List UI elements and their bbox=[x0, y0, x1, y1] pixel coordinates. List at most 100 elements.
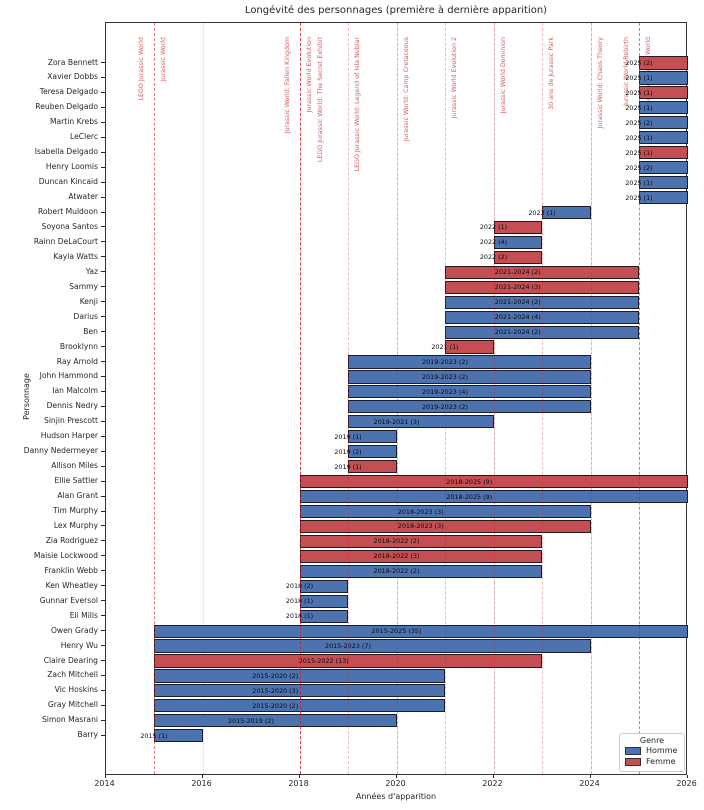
x-tick-label: 2014 bbox=[94, 779, 115, 788]
y-tick-mark bbox=[101, 286, 105, 288]
bar-label: 2019-2023 (2) bbox=[422, 358, 468, 366]
bar-label: 2021-2024 (4) bbox=[494, 313, 541, 322]
bar-label: 2015-2023 (7) bbox=[325, 642, 371, 651]
y-tick-mark bbox=[101, 405, 105, 407]
bar-label: 2022 (2) bbox=[479, 253, 508, 262]
y-axis-name: Kenji bbox=[79, 296, 98, 306]
y-axis-name: Dennis Nedry bbox=[46, 401, 98, 411]
release-label: 10 ans de Jurassic World bbox=[645, 27, 704, 114]
x-tick-mark bbox=[395, 774, 397, 778]
bar-label: 2022 (4) bbox=[479, 238, 508, 247]
x-axis-label: Années d'apparition bbox=[355, 792, 437, 801]
bar-label: 2018-2023 (3) bbox=[397, 507, 444, 516]
gantt-bar bbox=[348, 370, 591, 384]
bar-label: 2021-2024 (2) bbox=[494, 298, 541, 307]
y-tick-mark bbox=[101, 734, 105, 736]
legend-item-label: Femme bbox=[646, 757, 676, 766]
y-tick-mark bbox=[101, 136, 105, 138]
y-axis-name: Maisie Lockwood bbox=[33, 550, 98, 560]
y-axis-name: Xavier Dobbs bbox=[47, 72, 98, 82]
release-line bbox=[493, 23, 495, 774]
y-axis-name: Reuben Delgado bbox=[35, 102, 98, 112]
y-tick-mark bbox=[101, 301, 105, 303]
y-axis-name: Claire Dearing bbox=[43, 655, 98, 665]
legend-item-label: Homme bbox=[646, 746, 678, 755]
bar-label: 2018-2025 (9) bbox=[446, 492, 493, 501]
bar-label: 2018-2022 (2) bbox=[373, 537, 420, 546]
y-axis-name: John Hammond bbox=[39, 371, 98, 381]
y-axis-name: Eli Mills bbox=[69, 610, 98, 620]
y-tick-mark bbox=[101, 450, 105, 452]
y-axis-name: Zia Rodriguez bbox=[45, 535, 98, 545]
bar-label: 2018-2022 (2) bbox=[373, 567, 420, 576]
y-tick-mark bbox=[101, 674, 105, 676]
y-axis-name: Soyona Santos bbox=[41, 221, 98, 231]
bar-label: 2019-2023 (2) bbox=[422, 402, 468, 411]
y-axis-name: Martin Krebs bbox=[49, 117, 98, 127]
x-tick-mark bbox=[104, 774, 106, 778]
bar-label: 2015-2019 (2) bbox=[228, 716, 274, 725]
y-tick-mark bbox=[101, 316, 105, 318]
homme-color-swatch bbox=[625, 746, 641, 755]
gantt-bar bbox=[299, 534, 542, 548]
y-tick-mark bbox=[101, 645, 105, 647]
gantt-bar bbox=[445, 325, 639, 339]
legend: Genre Homme Femme bbox=[619, 733, 685, 772]
y-tick-mark bbox=[101, 555, 105, 557]
release-line bbox=[154, 23, 155, 774]
y-axis-name: Atwater bbox=[68, 192, 98, 202]
bar-label: 2015-2022 (13) bbox=[298, 657, 349, 665]
y-tick-mark bbox=[101, 361, 105, 362]
bar-label: 2019-2023 (2) bbox=[422, 372, 468, 381]
plot-area: LEGO Jurassic World Jurassic World Jurassi… bbox=[104, 22, 688, 775]
x-tick-label: 2024 bbox=[579, 779, 600, 788]
y-tick-mark bbox=[101, 121, 105, 123]
y-tick-mark bbox=[101, 76, 105, 78]
y-axis-name: Zach Mitchell bbox=[47, 670, 98, 680]
gantt-bar bbox=[299, 564, 542, 578]
y-tick-mark bbox=[101, 331, 105, 333]
chart-title: Longévité des personnages (première à de… bbox=[244, 5, 548, 16]
gantt-bar bbox=[445, 340, 494, 354]
y-tick-mark bbox=[101, 241, 105, 243]
x-tick-mark bbox=[492, 774, 494, 778]
bar-label: 2015-2020 (2) bbox=[252, 701, 299, 710]
bar-label: 2021-2024 (2) bbox=[494, 328, 541, 337]
y-axis-name: Ellie Sattler bbox=[54, 476, 98, 486]
gridline bbox=[202, 23, 204, 774]
y-axis-name: Danny Nedermeyer bbox=[23, 446, 98, 456]
y-axis-name: Teresa Delgado bbox=[39, 87, 98, 97]
y-tick-mark bbox=[101, 256, 105, 258]
y-tick-mark bbox=[101, 226, 105, 228]
y-tick-mark bbox=[101, 62, 105, 63]
gantt-bar bbox=[348, 400, 591, 414]
y-tick-mark bbox=[101, 704, 105, 706]
gantt-bar bbox=[299, 549, 542, 563]
y-axis-name: Henry Wu bbox=[60, 640, 98, 650]
legend-item-femme: Femme bbox=[620, 756, 684, 767]
y-axis-name: Henry Loomis bbox=[45, 162, 98, 172]
y-axis-name: Darius bbox=[73, 311, 98, 321]
y-axis-name: Vic Hoskins bbox=[54, 685, 98, 695]
x-tick-label: 2026 bbox=[676, 779, 697, 788]
y-axis-name: Ben bbox=[83, 326, 98, 336]
y-tick-mark bbox=[101, 346, 105, 348]
legend-title: Genre bbox=[639, 736, 665, 745]
gantt-bar bbox=[445, 310, 639, 324]
y-tick-mark bbox=[101, 181, 105, 183]
y-tick-mark bbox=[101, 390, 105, 392]
bar-label: 2019 (1) bbox=[334, 432, 362, 441]
y-axis-name: Barry bbox=[77, 730, 98, 740]
y-tick-mark bbox=[101, 585, 105, 587]
bar-label: 2018-2023 (3) bbox=[397, 522, 444, 531]
gantt-bar bbox=[348, 415, 494, 429]
gantt-bar bbox=[493, 235, 542, 249]
x-tick-label: 2020 bbox=[385, 779, 406, 788]
y-tick-mark bbox=[101, 166, 105, 168]
bar-label: 2019-2023 (4) bbox=[422, 387, 468, 396]
y-axis-name: Zora Bennett bbox=[47, 57, 98, 67]
y-tick-mark bbox=[101, 196, 105, 198]
release-label: Jurassic World bbox=[160, 37, 167, 82]
y-axis-name: Sammy bbox=[69, 281, 98, 291]
y-tick-mark bbox=[101, 660, 105, 661]
